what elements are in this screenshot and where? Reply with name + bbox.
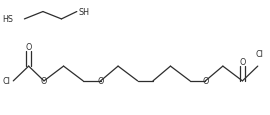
Text: Cl: Cl (255, 50, 263, 59)
Text: O: O (239, 57, 246, 66)
Text: O: O (202, 77, 208, 86)
Text: SH: SH (78, 8, 89, 17)
Text: O: O (25, 43, 32, 52)
Text: O: O (41, 77, 47, 86)
Text: O: O (97, 77, 104, 86)
Text: HS: HS (2, 15, 13, 24)
Text: Cl: Cl (2, 77, 10, 86)
